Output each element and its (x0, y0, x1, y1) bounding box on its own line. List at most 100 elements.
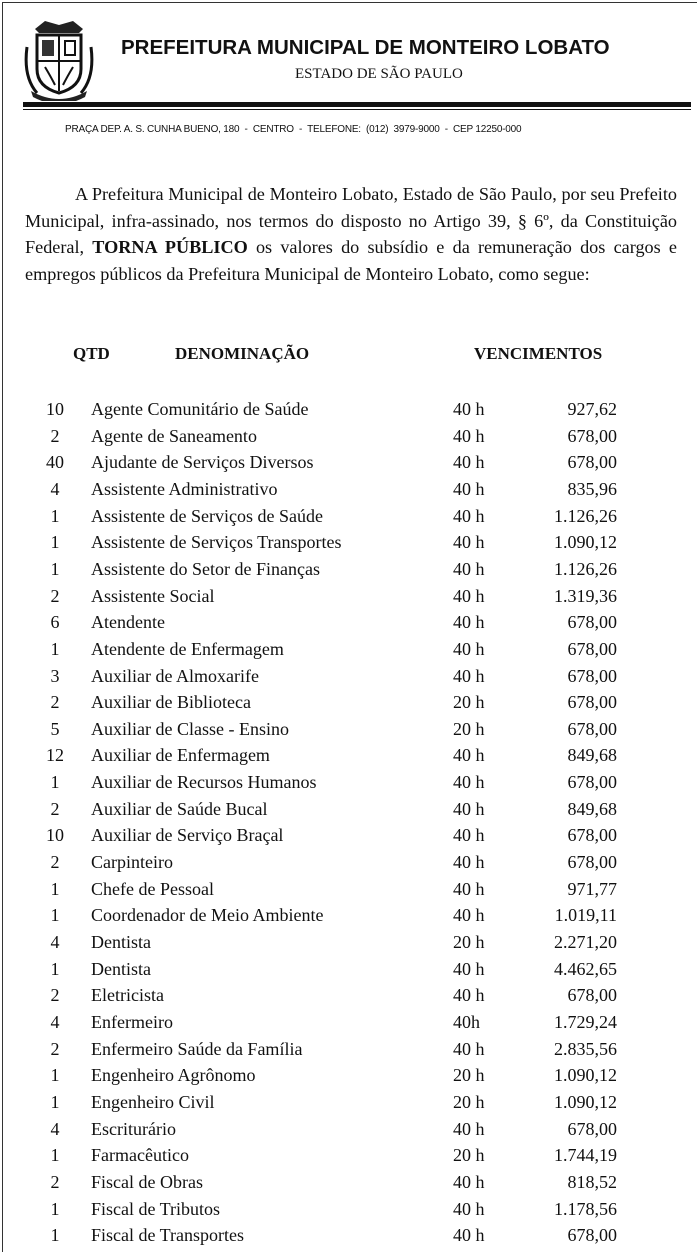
hours: 20 h (453, 692, 485, 713)
salary: 1.744,19 (554, 1145, 617, 1166)
title: PREFEITURA MUNICIPAL DE MONTEIRO LOBATO (121, 36, 610, 59)
salary: 678,00 (567, 1225, 618, 1246)
quantity: 4 (50, 1011, 60, 1032)
quantity: 10 (46, 825, 64, 846)
position: Fiscal de Obras (91, 1171, 203, 1192)
position: Assistente de Serviços de Saúde (91, 505, 323, 526)
hours: 40 h (453, 878, 485, 899)
quantity: 1 (50, 505, 60, 526)
hours: 40 h (453, 852, 485, 873)
quantity: 1 (50, 638, 60, 659)
position: Atendente (91, 612, 165, 633)
quantity: 3 (50, 665, 60, 686)
salary: 678,00 (567, 825, 618, 846)
quantity: 4 (50, 1118, 60, 1139)
hours: 40h (453, 1011, 480, 1032)
address: PRAÇA DEP. A. S. CUNHA BUENO, 180 - CENT… (65, 124, 522, 135)
position: Assistente do Setor de Finanças (91, 558, 320, 579)
quantity: 6 (50, 612, 60, 633)
position: Auxiliar de Saúde Bucal (91, 798, 268, 819)
position: Auxiliar de Serviço Braçal (91, 825, 284, 846)
quantity: 1 (50, 532, 60, 553)
quantity: 2 (50, 692, 60, 713)
hours: 40 h (453, 745, 485, 766)
position: Farmacêutico (91, 1145, 189, 1166)
salary: 678,00 (567, 612, 618, 633)
column-header: DENOMINAÇÃO (175, 344, 310, 363)
salary: 2.835,56 (554, 1038, 617, 1059)
salary: 678,00 (567, 638, 618, 659)
salary: 1.126,26 (554, 505, 617, 526)
salary: 2.271,20 (554, 932, 617, 952)
rule (23, 102, 691, 107)
position: Eletricista (91, 985, 164, 1006)
column-header: VENCIMENTOS (474, 344, 603, 363)
position: Atendente de Enfermagem (91, 638, 284, 659)
hours: 40 h (453, 825, 485, 846)
quantity: 4 (50, 478, 60, 499)
quantity: 1 (50, 1091, 60, 1112)
salary: 1.090,12 (554, 1065, 617, 1086)
quantity: 2 (50, 1038, 60, 1059)
position: Auxiliar de Recursos Humanos (91, 772, 317, 793)
text: os valores do subsídio e da remuneração … (25, 237, 677, 284)
bold-text: TORNA PÚBLICO (92, 237, 248, 258)
salary: 1.126,26 (554, 558, 617, 579)
hours: 20 h (453, 1065, 485, 1086)
quantity: 2 (50, 585, 60, 606)
position: Chefe de Pessoal (91, 878, 214, 899)
hours: 40 h (453, 585, 485, 606)
hours: 40 h (453, 638, 485, 659)
quantity: 1 (50, 772, 60, 793)
quantity: 2 (50, 852, 60, 873)
quantity: 2 (50, 1171, 60, 1192)
quantity: 2 (50, 985, 60, 1006)
position: Dentista (91, 932, 151, 952)
column-header: QTD (73, 344, 110, 363)
position: Assistente Administrativo (91, 478, 278, 499)
quantity: 1 (50, 1145, 60, 1166)
hours: 40 h (453, 665, 485, 686)
salary: 849,68 (567, 798, 618, 819)
coat-of-arms (24, 21, 94, 101)
hours: 40 h (453, 1171, 485, 1192)
hours: 20 h (453, 1145, 485, 1166)
quantity: 2 (50, 425, 60, 446)
rule (23, 109, 691, 110)
salary: 1.319,36 (554, 585, 617, 606)
intro-paragraph: A Prefeitura Municipal de Monteiro Lobat… (25, 181, 677, 287)
salary: 1.178,56 (554, 1198, 617, 1219)
position: Enfermeiro Saúde da Família (91, 1038, 303, 1059)
salary: 835,96 (567, 478, 618, 499)
hours: 40 h (453, 772, 485, 793)
position: Auxiliar de Almoxarife (91, 665, 259, 686)
position: Auxiliar de Biblioteca (91, 692, 251, 713)
position: Auxiliar de Classe - Ensino (91, 718, 289, 739)
subtitle: ESTADO DE SÃO PAULO (295, 66, 463, 82)
salary: 971,77 (567, 878, 618, 899)
hours: 40 h (453, 558, 485, 579)
hours: 20 h (453, 718, 485, 739)
position: Agente de Saneamento (91, 425, 257, 446)
position: Fiscal de Transportes (91, 1225, 244, 1246)
hours: 40 h (453, 1198, 485, 1219)
salary: 1.729,24 (554, 1011, 617, 1032)
salary: 678,00 (567, 665, 618, 686)
hours: 40 h (453, 798, 485, 819)
salary: 1.090,12 (554, 1091, 617, 1112)
quantity: 10 (46, 399, 64, 419)
quantity: 4 (50, 932, 60, 952)
quantity: 1 (50, 958, 60, 979)
hours: 40 h (453, 399, 485, 419)
salary: 1.019,11 (554, 905, 617, 926)
position: Dentista (91, 958, 151, 979)
position: Agente Comunitário de Saúde (91, 399, 309, 419)
salary: 678,00 (567, 852, 618, 873)
position: Assistente de Serviços Transportes (91, 532, 342, 553)
position: Ajudante de Serviços Diversos (91, 452, 314, 473)
salary: 927,62 (567, 399, 618, 419)
salary: 678,00 (567, 452, 618, 473)
salary: 4.462,65 (554, 958, 617, 979)
position: Auxiliar de Enfermagem (91, 745, 270, 766)
